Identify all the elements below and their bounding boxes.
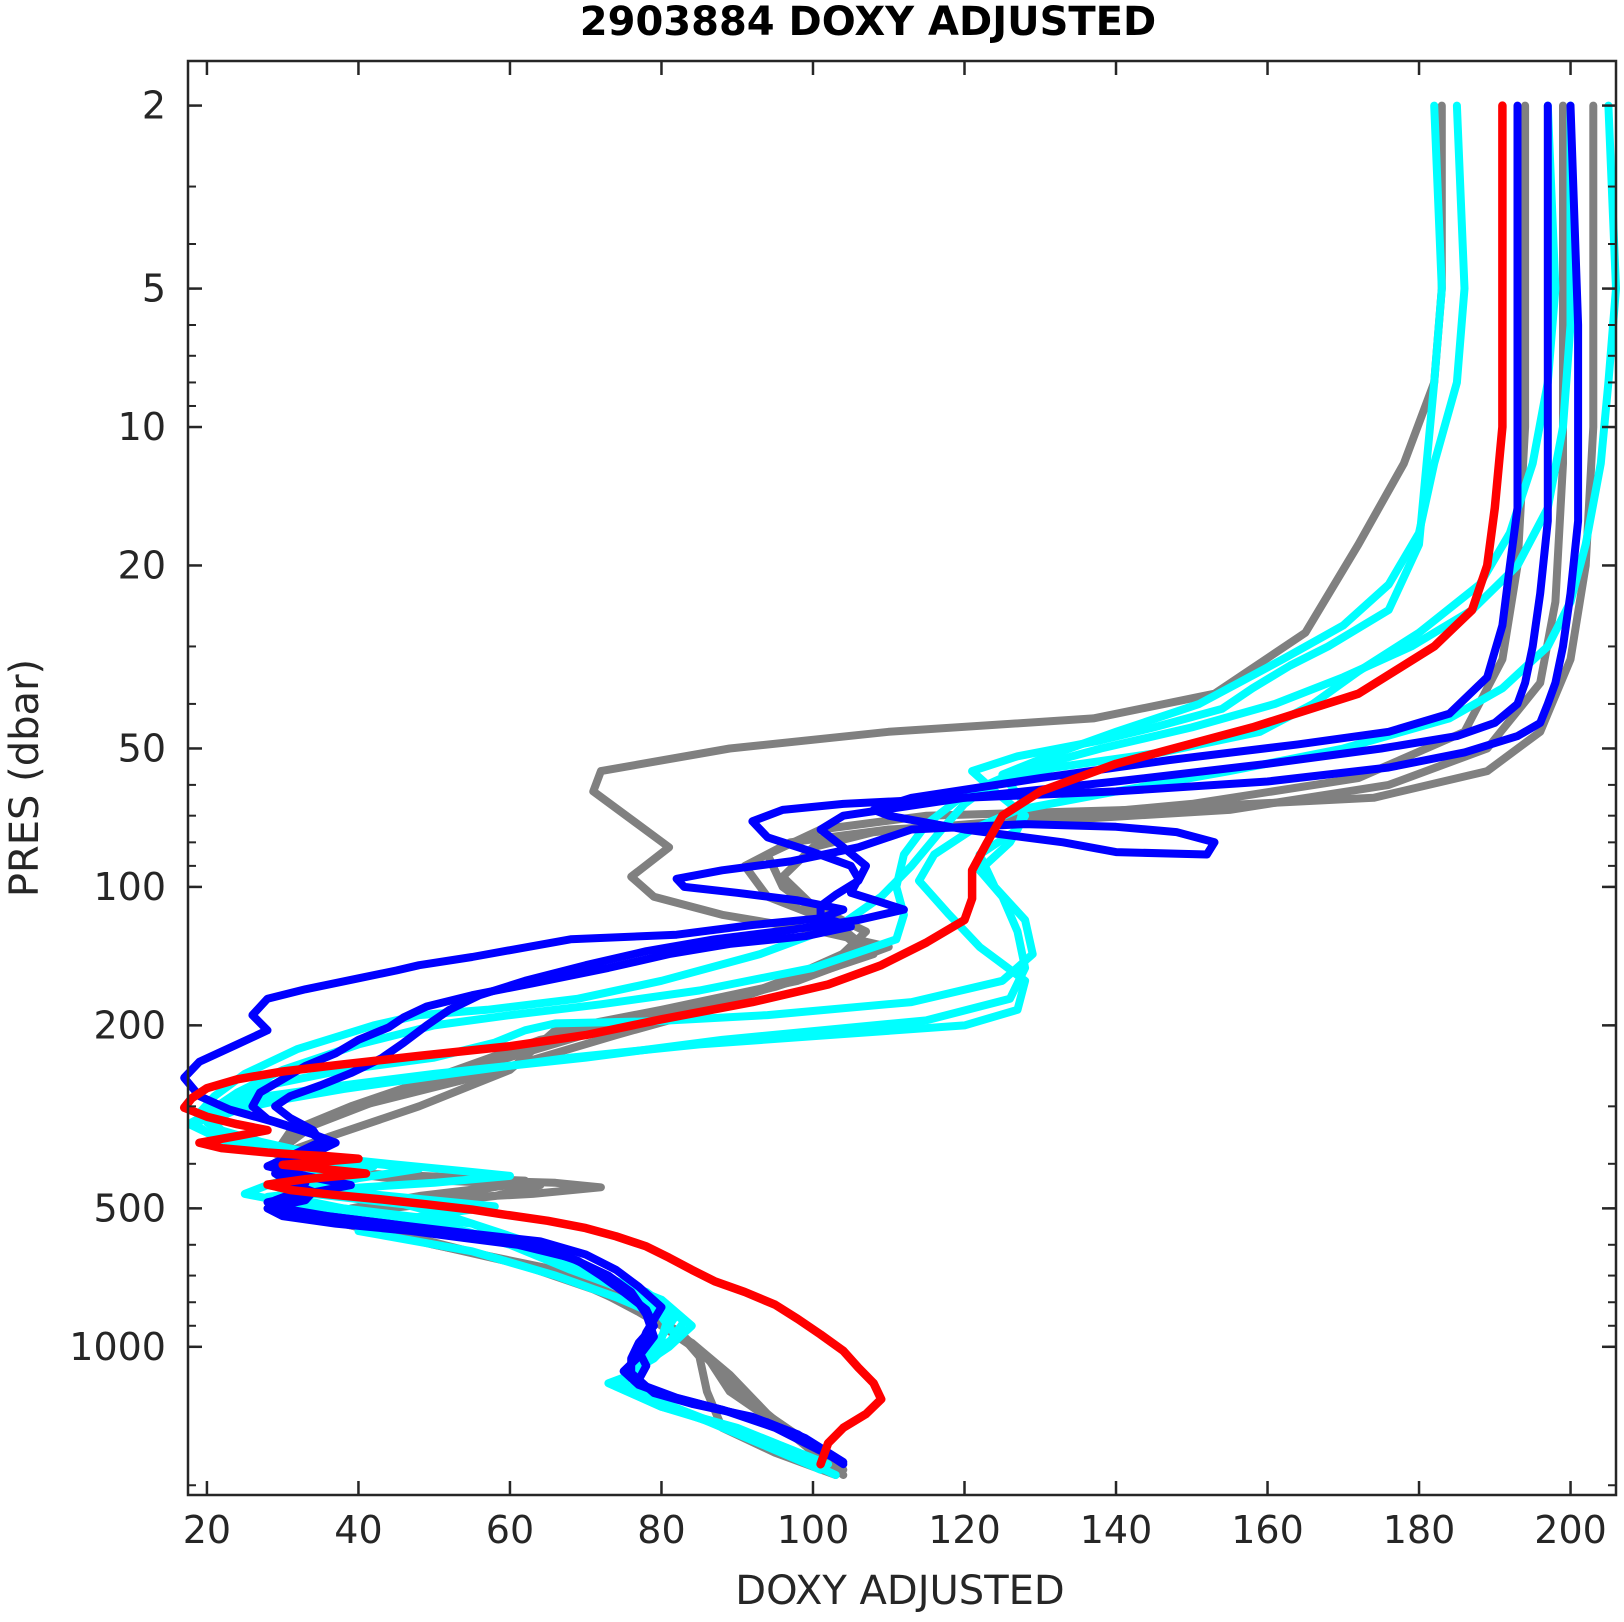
y-axis-label: PRES (dbar) (2, 659, 48, 897)
y-tick-label: 200 (93, 1003, 166, 1047)
series-line-red-13 (179, 101, 1507, 1469)
x-tick-label: 100 (777, 1508, 850, 1552)
x-tick-label: 60 (486, 1508, 534, 1552)
y-tick-label: 10 (118, 405, 166, 449)
x-tick-label: 40 (334, 1508, 382, 1552)
x-tick-label: 160 (1231, 1508, 1304, 1552)
x-tick-label: 80 (637, 1508, 685, 1552)
y-tick-label: 500 (93, 1186, 166, 1230)
x-tick-label: 120 (928, 1508, 1001, 1552)
x-tick-label: 200 (1534, 1508, 1607, 1552)
chart-title: 2903884 DOXY ADJUSTED (580, 0, 1156, 45)
x-axis-label: DOXY ADJUSTED (735, 1568, 1064, 1614)
y-tick-label: 5 (142, 267, 166, 311)
x-tick-label: 180 (1383, 1508, 1456, 1552)
series-layer (179, 101, 1620, 1479)
axes-frame (186, 59, 1618, 1497)
y-tick-label: 20 (118, 543, 166, 587)
x-tick-label: 20 (183, 1508, 231, 1552)
y-tick-label: 100 (93, 865, 166, 909)
x-axis-ticks: 20 40 60 80 100 120 140 160 180 200 (183, 61, 1607, 1552)
y-tick-label: 1000 (69, 1325, 166, 1369)
x-tick-label: 140 (1080, 1508, 1153, 1552)
y-axis-ticks: 2 5 10 20 50 100 200 500 1000 (69, 84, 1616, 1487)
series-line-blue-12 (271, 101, 1583, 1466)
y-tick-label: 2 (142, 84, 166, 128)
y-tick-label: 50 (118, 726, 166, 770)
